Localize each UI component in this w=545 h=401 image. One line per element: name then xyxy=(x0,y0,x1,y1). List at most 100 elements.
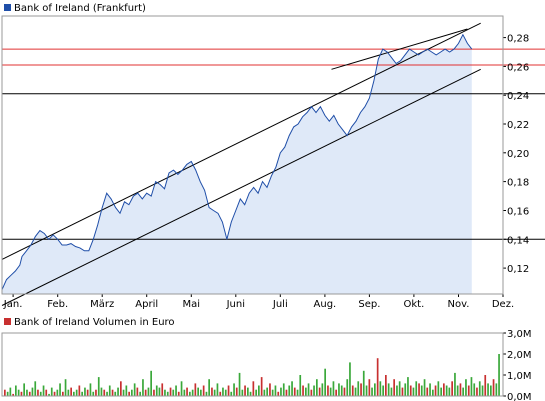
volume-bar xyxy=(451,381,453,396)
volume-bar xyxy=(327,385,329,396)
volume-bar xyxy=(12,393,14,396)
volume-bar xyxy=(404,383,407,396)
volume-bar xyxy=(67,389,70,396)
volume-bar xyxy=(31,387,34,396)
volume-bar xyxy=(376,358,379,396)
volume-bar xyxy=(17,389,20,396)
volume-bar xyxy=(78,385,81,396)
volume-bar xyxy=(175,385,177,396)
volume-y-tick-label: 3,0M xyxy=(507,329,532,340)
volume-bar xyxy=(269,383,271,396)
volume-bar xyxy=(205,391,208,396)
volume-bar xyxy=(144,389,147,396)
price-y-tick-label: 0,16 xyxy=(507,207,529,218)
volume-bar xyxy=(454,372,456,396)
price-x-tick-label: Dez. xyxy=(492,299,514,310)
volume-bar xyxy=(478,381,481,396)
volume-bar xyxy=(28,391,31,396)
volume-bar xyxy=(180,381,183,396)
volume-bar xyxy=(183,389,186,396)
price-y-tick-label: 0,26 xyxy=(507,62,529,73)
volume-bar xyxy=(443,383,445,396)
volume-bar xyxy=(492,379,495,396)
volume-bar xyxy=(357,381,360,396)
volume-bar xyxy=(274,385,277,396)
volume-bar xyxy=(285,389,288,396)
price-x-tick-label: Okt. xyxy=(404,299,425,310)
volume-bar xyxy=(462,387,464,396)
price-trend-lines xyxy=(1,22,481,306)
volume-bar xyxy=(120,381,122,396)
volume-bar xyxy=(150,370,152,396)
volume-bar xyxy=(398,381,401,396)
volume-bar xyxy=(321,383,324,396)
volume-bar xyxy=(484,375,487,396)
volume-bar xyxy=(429,383,431,396)
volume-bar xyxy=(490,385,492,396)
volume-bar xyxy=(81,391,83,396)
volume-bar xyxy=(288,385,291,396)
volume-bar xyxy=(360,383,362,396)
volume-bar xyxy=(255,389,257,396)
volume-bar xyxy=(282,383,285,396)
volume-bar xyxy=(291,381,293,396)
price-y-tick-label: 0,20 xyxy=(507,149,529,160)
volume-bar xyxy=(329,387,332,396)
volume-bar xyxy=(136,387,139,396)
volume-bar xyxy=(362,370,365,396)
legend-label-volume: Bank of Ireland Volumen in Euro xyxy=(14,317,175,328)
price-area-fill xyxy=(2,34,472,294)
volume-bar xyxy=(62,391,64,396)
volume-bar xyxy=(84,387,86,396)
volume-bar xyxy=(34,381,37,396)
volume-y-tick-label: 2,0M xyxy=(507,350,532,361)
volume-bar xyxy=(161,383,164,396)
volume-bar xyxy=(277,391,280,396)
price-x-tick-label: Mai xyxy=(183,299,201,310)
volume-bar xyxy=(219,391,222,396)
volume-bar xyxy=(194,383,197,396)
volume-bar xyxy=(487,383,489,396)
volume-bar xyxy=(310,389,313,396)
volume-bar xyxy=(498,354,500,396)
volume-bar xyxy=(346,379,349,396)
volume-bar xyxy=(302,385,304,396)
volume-bar xyxy=(440,387,442,396)
volume-bar xyxy=(465,379,467,396)
volume-bar xyxy=(351,385,354,396)
volume-bar xyxy=(100,387,103,396)
volume-bar xyxy=(445,385,448,396)
volume-bar xyxy=(200,389,202,396)
volume-bar xyxy=(103,389,106,396)
price-x-tick-label: April xyxy=(135,299,158,310)
volume-bar xyxy=(401,387,404,396)
volume-bar xyxy=(172,389,175,396)
volume-bar xyxy=(280,387,282,396)
volume-bar xyxy=(106,391,108,396)
price-y-tick-label: 0,24 xyxy=(507,91,529,102)
volume-y-tick-label: 1,0M xyxy=(507,371,532,382)
price-y-tick-label: 0,14 xyxy=(507,235,529,246)
price-x-tick-label: Jan. xyxy=(3,299,23,310)
volume-bar xyxy=(131,389,133,396)
volume-bar xyxy=(260,377,263,396)
volume-bar xyxy=(374,383,376,396)
volume-bar xyxy=(15,385,17,396)
trend-line-1 xyxy=(1,68,481,306)
legend-swatch-price xyxy=(4,4,11,11)
volume-bar xyxy=(368,379,371,396)
volume-bar xyxy=(426,387,429,396)
volume-bar xyxy=(114,391,117,396)
volume-bar xyxy=(75,389,78,396)
volume-bar xyxy=(23,383,25,396)
volume-bar xyxy=(208,379,210,396)
volume-bar xyxy=(117,387,119,396)
volume-bar xyxy=(50,387,53,396)
volume-bar xyxy=(139,391,141,396)
volume-bar xyxy=(89,383,92,396)
volume-bar xyxy=(258,385,260,396)
volume-bar xyxy=(59,383,61,396)
volume-bar xyxy=(216,383,219,396)
volume-bar xyxy=(122,389,125,396)
